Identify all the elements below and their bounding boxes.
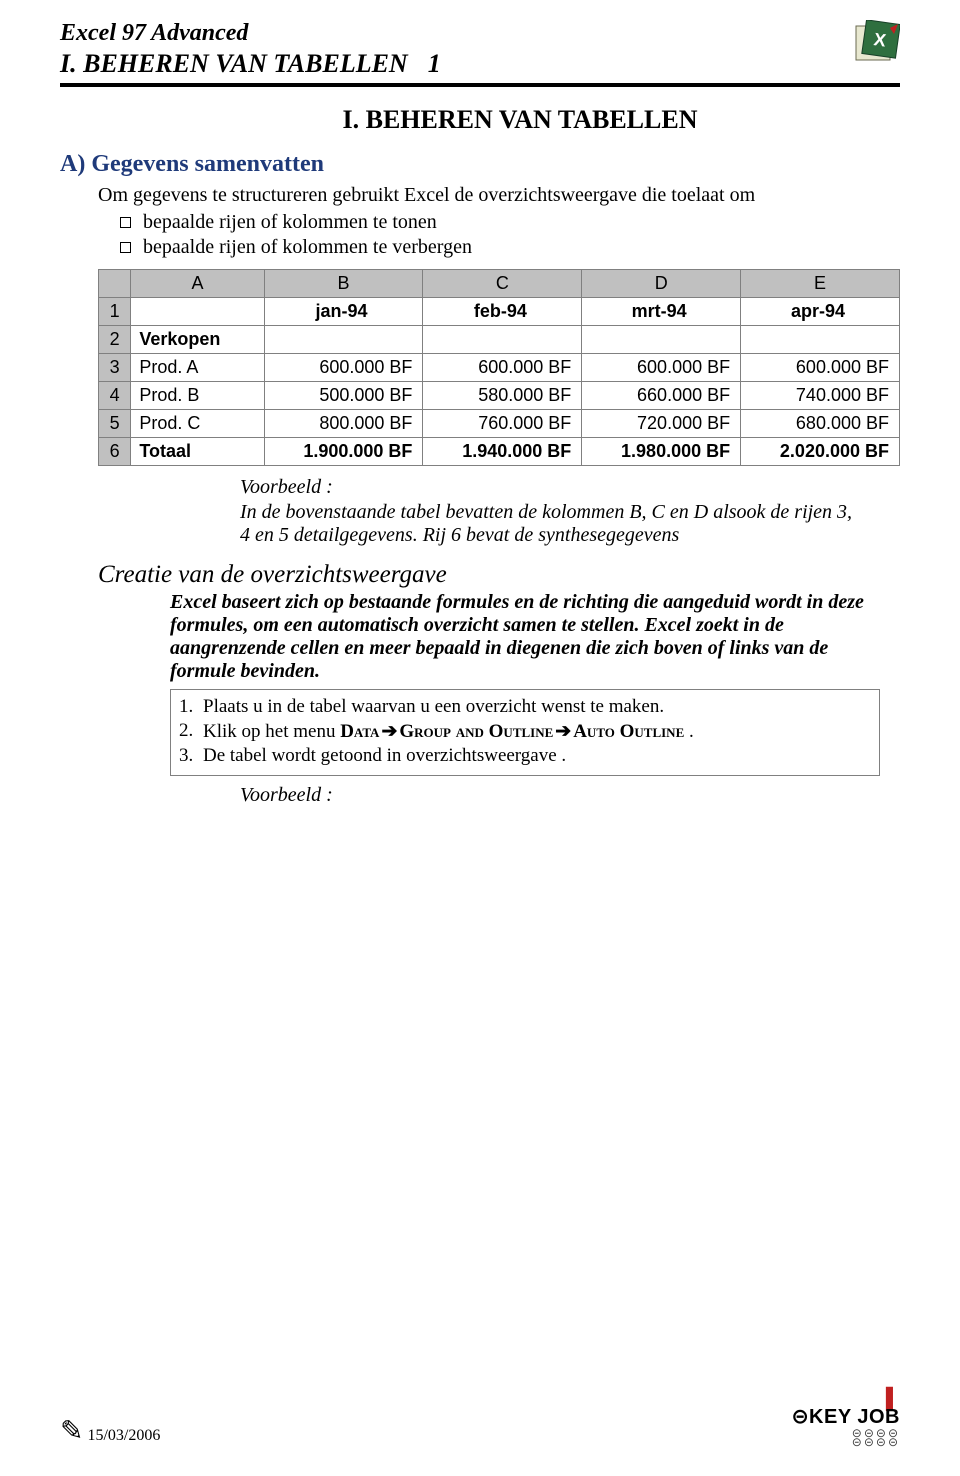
cell: 800.000 BF (264, 410, 423, 438)
col-header-row: A B C D E (99, 270, 900, 298)
table-row-total: 6 Totaal 1.900.000 BF 1.940.000 BF 1.980… (99, 438, 900, 466)
chapter-line: I. BEHEREN VAN TABELLEN (60, 49, 408, 79)
cell: 680.000 BF (741, 410, 900, 438)
cell: 2.020.000 BF (741, 438, 900, 466)
header-rule (60, 83, 900, 87)
cell: Prod. B (131, 382, 264, 410)
step-item: 3. De tabel wordt getoond in overzichtsw… (179, 745, 871, 767)
step-suffix: . (684, 721, 694, 742)
intro-text: Om gegevens te structureren gebruikt Exc… (98, 184, 900, 207)
step-number: 3. (179, 745, 203, 767)
cell: 1.980.000 BF (582, 438, 741, 466)
col-header: A (131, 270, 264, 298)
step-text: De tabel wordt getoond in overzichtsweer… (203, 745, 566, 767)
cell (423, 326, 582, 354)
cell: 740.000 BF (741, 382, 900, 410)
col-header: B (264, 270, 423, 298)
row-number: 5 (99, 410, 131, 438)
steps-box: 1. Plaats u in de tabel waarvan u een ov… (170, 689, 880, 776)
corner-cell (99, 270, 131, 298)
cell: jan-94 (264, 298, 423, 326)
cell: feb-94 (423, 298, 582, 326)
checkbox-icon (120, 217, 131, 228)
cell: Prod. C (131, 410, 264, 438)
header-text-block: Excel 97 Advanced I. BEHEREN VAN TABELLE… (60, 20, 441, 79)
creatie-title: Creatie van de overzichtsweergave (98, 561, 900, 589)
excel-app-icon: X (854, 20, 900, 66)
cell: apr-94 (741, 298, 900, 326)
creatie-body: Excel baseert zich op bestaande formules… (170, 591, 880, 683)
product-title: Excel 97 Advanced (60, 20, 441, 47)
footer-date: 15/03/2006 (87, 1427, 160, 1444)
cell: 600.000 BF (741, 354, 900, 382)
menu-path: Data (340, 721, 379, 742)
row-number: 3 (99, 354, 131, 382)
arrow-icon: ➔ (553, 721, 573, 742)
cell: 760.000 BF (423, 410, 582, 438)
cell (741, 326, 900, 354)
example-text: In de bovenstaande tabel bevatten de kol… (240, 501, 860, 547)
logo dots-icon: ⊝⊝⊝⊝⊝⊝⊝⊝ (792, 1429, 900, 1448)
logo-bar-icon: ▌ (792, 1394, 900, 1404)
checkbox-icon (120, 242, 131, 253)
step-number: 2. (179, 720, 203, 743)
section-title: I. BEHEREN VAN TABELLEN (60, 105, 900, 135)
step-item: 2. Klik op het menu Data➔Group and Outli… (179, 720, 871, 743)
cell (264, 326, 423, 354)
col-header: C (423, 270, 582, 298)
cell (582, 326, 741, 354)
step-item: 1. Plaats u in de tabel waarvan u een ov… (179, 696, 871, 718)
step-text: Klik op het menu Data➔Group and Outline➔… (203, 720, 694, 743)
col-header: E (741, 270, 900, 298)
cell: 500.000 BF (264, 382, 423, 410)
cell: 600.000 BF (423, 354, 582, 382)
cell: 580.000 BF (423, 382, 582, 410)
page: Excel 97 Advanced I. BEHEREN VAN TABELLE… (0, 0, 960, 1476)
cell: Prod. A (131, 354, 264, 382)
excel-data-table: A B C D E 1 jan-94 feb-94 mrt-94 apr-94 … (98, 269, 900, 466)
bullet-list: bepaalde rijen of kolommen te tonen bepa… (120, 211, 900, 259)
header-row: Excel 97 Advanced I. BEHEREN VAN TABELLE… (60, 20, 900, 79)
pen-icon: ✎ (60, 1416, 83, 1447)
keyjob-logo: ▌ ⊝KEY JOB ⊝⊝⊝⊝⊝⊝⊝⊝ (792, 1394, 900, 1448)
col-header: D (582, 270, 741, 298)
table-row: 1 jan-94 feb-94 mrt-94 apr-94 (99, 298, 900, 326)
menu-path: Group and Outline (399, 721, 553, 742)
row-number: 1 (99, 298, 131, 326)
cell: 720.000 BF (582, 410, 741, 438)
cell: mrt-94 (582, 298, 741, 326)
bullet-item: bepaalde rijen of kolommen te verbergen (120, 236, 900, 259)
subheading-a: A) Gegevens samenvatten (60, 151, 900, 178)
step-text: Plaats u in de tabel waarvan u een overz… (203, 696, 664, 718)
step-prefix: Klik op het menu (203, 721, 340, 742)
table-row: 2 Verkopen (99, 326, 900, 354)
cell: 1.900.000 BF (264, 438, 423, 466)
page-footer: ✎ 15/03/2006 ▌ ⊝KEY JOB ⊝⊝⊝⊝⊝⊝⊝⊝ (60, 1394, 900, 1448)
bullet-text: bepaalde rijen of kolommen te tonen (143, 211, 437, 234)
cell: Verkopen (131, 326, 264, 354)
page-number: 1 (428, 49, 441, 79)
example2-label: Voorbeeld : (240, 784, 900, 807)
bullet-item: bepaalde rijen of kolommen te tonen (120, 211, 900, 234)
row-number: 6 (99, 438, 131, 466)
example-label: Voorbeeld : (240, 476, 900, 499)
cell: 1.940.000 BF (423, 438, 582, 466)
step-number: 1. (179, 696, 203, 718)
cell: Totaal (131, 438, 264, 466)
row-number: 4 (99, 382, 131, 410)
table-row: 5 Prod. C 800.000 BF 760.000 BF 720.000 … (99, 410, 900, 438)
footer-left: ✎ 15/03/2006 (60, 1414, 160, 1448)
bullet-text: bepaalde rijen of kolommen te verbergen (143, 236, 472, 259)
table-row: 3 Prod. A 600.000 BF 600.000 BF 600.000 … (99, 354, 900, 382)
arrow-icon: ➔ (379, 721, 399, 742)
table-row: 4 Prod. B 500.000 BF 580.000 BF 660.000 … (99, 382, 900, 410)
row-number: 2 (99, 326, 131, 354)
menu-path: Auto Outline (573, 721, 684, 742)
cell (131, 298, 264, 326)
cell: 660.000 BF (582, 382, 741, 410)
cell: 600.000 BF (582, 354, 741, 382)
cell: 600.000 BF (264, 354, 423, 382)
